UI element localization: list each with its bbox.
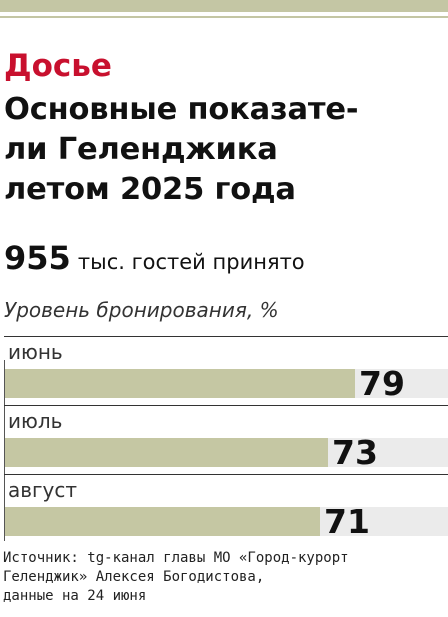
guests-stat-text: тыс. гостей принято xyxy=(77,250,305,274)
bar-track-0 xyxy=(5,369,448,398)
bar-track-1 xyxy=(5,438,448,467)
source-line-1: Источник: tg-канал главы МО «Город-курор… xyxy=(3,550,349,566)
guests-stat-value: 955 xyxy=(4,239,71,277)
bar-2 xyxy=(5,507,320,536)
row-divider xyxy=(4,405,448,406)
kicker-label: Досье xyxy=(4,48,112,84)
bar-value-label-0: 79 xyxy=(359,364,405,403)
bar-0 xyxy=(5,369,355,398)
row-divider xyxy=(4,474,448,475)
bar-value-label-1: 73 xyxy=(332,433,378,472)
headline-line-2: ли Геленджика xyxy=(4,132,278,167)
top-decorative-line xyxy=(0,16,448,18)
source-line-3: данные на 24 июня xyxy=(3,588,147,604)
bar-1 xyxy=(5,438,328,467)
category-label-0: июнь xyxy=(8,340,63,364)
bar-value-label-2: 71 xyxy=(324,502,370,541)
chart-title: Уровень бронирования, % xyxy=(4,298,279,322)
headline-line-3: летом 2025 года xyxy=(4,172,296,207)
bar-track-2 xyxy=(5,507,448,536)
chart-axis-line xyxy=(4,360,5,541)
row-divider xyxy=(4,336,448,337)
category-label-1: июль xyxy=(8,409,63,433)
headline-line-1: Основные показате- xyxy=(4,92,359,127)
top-decorative-strip xyxy=(0,0,448,12)
headline: Основные показате- ли Геленджика летом 2… xyxy=(4,90,448,210)
category-label-2: август xyxy=(8,478,78,502)
guests-stat: 955 тыс. гостей принято xyxy=(4,236,305,280)
source-line-2: Геленджик» Алексея Богодистова, xyxy=(3,569,265,585)
source-note: Источник: tg-канал главы МО «Город-курор… xyxy=(3,549,447,606)
